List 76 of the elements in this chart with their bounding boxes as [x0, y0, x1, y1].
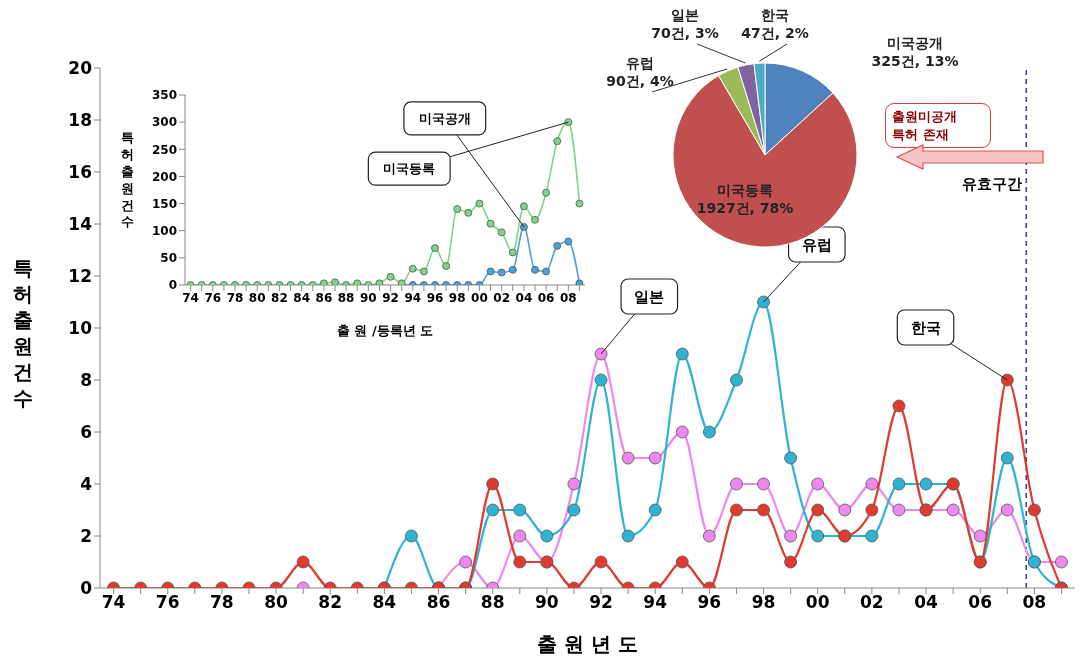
x-tick-label: 00 [471, 290, 488, 305]
data-label: 1927건, 78% [696, 200, 794, 216]
x-tick-label: 74 [182, 290, 199, 305]
x-tick-label: 94 [643, 592, 668, 613]
data-label: 70건, 3% [651, 25, 719, 41]
slice-label: 미국공개 [887, 35, 943, 51]
y-tick-label: 8 [80, 370, 92, 391]
y-tick-label: 18 [68, 110, 92, 131]
x-tick-label: 84 [293, 290, 311, 305]
y-tick-label: 16 [68, 162, 92, 183]
x-axis-title: 출 원 년 도 [537, 632, 638, 656]
y-tick-label: 2 [80, 526, 92, 547]
y-tick-label: 150 [151, 196, 177, 211]
y-axis-title: 특허출원건수 [120, 130, 135, 232]
x-tick-label: 76 [155, 592, 180, 613]
data-label: 325건, 13% [871, 53, 959, 69]
x-tick-label: 80 [264, 592, 289, 613]
x-tick-label: 86 [426, 592, 451, 613]
y-tick-label: 10 [68, 318, 93, 339]
x-tick-label: 74 [101, 592, 126, 613]
x-tick-label: 02 [860, 592, 884, 613]
y-axis-title: 특허출원건수 [12, 255, 34, 411]
x-tick-label: 96 [426, 290, 444, 305]
annotation: 출원미공개 특허 존재 [885, 103, 991, 149]
x-tick-label: 86 [315, 290, 333, 305]
x-tick-label: 98 [751, 592, 776, 613]
slice-label: 한국 [761, 7, 789, 23]
x-tick-label: 00 [805, 592, 830, 613]
annotation: 유효구간 [962, 175, 1022, 194]
y-tick-label: 100 [151, 223, 177, 238]
y-tick-label: 0 [80, 578, 93, 599]
x-tick-label: 82 [318, 592, 343, 613]
x-tick-label: 02 [493, 290, 511, 305]
y-tick-label: 0 [168, 278, 177, 293]
y-tick-label: 250 [151, 142, 177, 157]
text: 미국공개 [418, 110, 471, 126]
data-label: 47건, 2% [741, 25, 809, 41]
x-tick-label: 08 [1022, 592, 1047, 613]
x-tick-label: 76 [204, 290, 222, 305]
slice-label: 미국등록 [717, 182, 773, 198]
x-tick-label: 92 [589, 592, 613, 613]
x-tick-label: 88 [337, 290, 355, 305]
x-tick-label: 98 [448, 290, 466, 305]
x-tick-label: 04 [515, 290, 533, 305]
y-tick-label: 200 [151, 169, 177, 184]
text: 일본 [634, 287, 665, 306]
y-tick-label: 4 [80, 474, 93, 495]
x-tick-label: 04 [914, 592, 939, 613]
x-tick-label: 84 [372, 592, 397, 613]
x-tick-label: 06 [968, 592, 993, 613]
y-tick-label: 14 [68, 214, 93, 235]
y-tick-label: 6 [80, 422, 92, 443]
x-tick-label: 88 [480, 592, 505, 613]
text: 한국 [910, 318, 941, 337]
data-label: 90건, 4% [606, 73, 674, 89]
slice-label: 유럽 [626, 55, 654, 71]
x-tick-label: 94 [404, 290, 422, 305]
slice-label: 일본 [671, 7, 699, 23]
x-axis-title: 출 원 /등록년 도 [336, 323, 434, 338]
x-tick-label: 80 [248, 290, 266, 305]
text: 미국등록 [383, 161, 436, 177]
x-tick-label: 82 [271, 290, 288, 305]
y-tick-label: 12 [68, 266, 92, 287]
x-tick-label: 90 [359, 290, 377, 305]
x-tick-label: 96 [697, 592, 722, 613]
x-tick-label: 78 [210, 592, 234, 613]
y-tick-label: 300 [151, 115, 177, 130]
x-tick-label: 92 [382, 290, 399, 305]
text: 유럽 [801, 235, 832, 254]
x-tick-label: 08 [559, 290, 577, 305]
y-tick-label: 350 [151, 88, 177, 103]
x-tick-label: 78 [226, 290, 244, 305]
y-tick-label: 20 [68, 58, 93, 79]
y-tick-label: 50 [160, 251, 177, 266]
x-tick-label: 06 [537, 290, 555, 305]
x-tick-label: 90 [535, 592, 559, 613]
